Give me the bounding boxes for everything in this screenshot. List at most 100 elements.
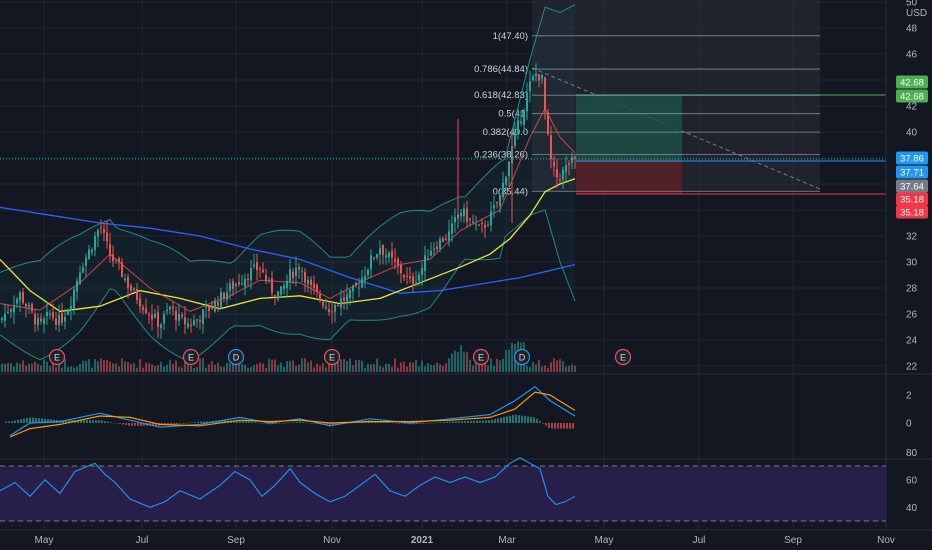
volume-bar	[235, 363, 237, 372]
candle-body	[436, 246, 438, 250]
volume-bar	[334, 362, 336, 372]
volume-bar	[67, 367, 69, 372]
volume-bar	[154, 365, 156, 372]
macd-histogram-bar	[503, 417, 505, 423]
bollinger-lower	[0, 209, 576, 363]
volume-bar	[358, 359, 360, 372]
macd-tick: 0	[906, 419, 912, 430]
event-marker[interactable]: D	[227, 348, 245, 366]
volume-bar	[394, 358, 396, 372]
candle-body	[280, 286, 282, 295]
macd-histogram-bar	[560, 423, 562, 429]
macd-histogram-bar	[392, 422, 394, 424]
candle-body	[85, 257, 87, 266]
event-marker[interactable]: E	[472, 348, 490, 366]
candle-body	[379, 248, 381, 255]
candle-body	[232, 281, 234, 289]
candle-body	[31, 303, 33, 312]
candle-body	[226, 292, 228, 300]
time-tick: Nov	[323, 535, 341, 546]
volume-bar	[223, 366, 225, 372]
macd-histogram-bar	[155, 423, 157, 426]
macd-pane[interactable]	[5, 385, 576, 438]
candle-body	[235, 283, 237, 287]
price-tick: 40	[906, 128, 918, 139]
macd-histogram-bar	[257, 422, 259, 424]
event-marker[interactable]: E	[48, 348, 66, 366]
candle-body	[91, 249, 93, 253]
event-marker[interactable]: E	[323, 348, 341, 366]
candle-body	[199, 320, 201, 322]
volume-bar	[52, 358, 54, 372]
volume-bar	[127, 362, 129, 372]
loss-zone	[576, 161, 682, 194]
candle-body	[34, 314, 36, 325]
candle-body	[256, 261, 258, 271]
candle-body	[424, 255, 426, 271]
rsi-tick: 80	[906, 448, 918, 459]
volume-bar	[133, 363, 135, 372]
event-marker-letter: D	[519, 353, 526, 363]
macd-histogram-bar	[167, 423, 169, 425]
event-marker-circle	[513, 348, 531, 366]
macd-histogram-bar	[14, 420, 16, 423]
event-marker[interactable]: E	[614, 348, 632, 366]
volume-bar	[508, 349, 510, 372]
macd-histogram-bar	[449, 421, 451, 423]
volume-bar	[385, 363, 387, 372]
volume-bar	[433, 365, 435, 372]
macd-histogram-bar	[305, 422, 307, 424]
candle-body	[121, 262, 123, 278]
macd-histogram-bar	[515, 414, 517, 423]
long-position-tool[interactable]	[0, 94, 886, 195]
macd-histogram-bar	[194, 422, 196, 423]
price-tick: 22	[906, 362, 918, 373]
volume-bar	[391, 367, 393, 372]
volume-bar	[454, 350, 456, 372]
volume-bar	[472, 365, 474, 372]
event-marker-letter: E	[620, 353, 626, 363]
candle-body	[568, 163, 570, 165]
volume-bar	[13, 366, 15, 372]
macd-histogram-bar	[110, 422, 112, 423]
event-marker[interactable]: E	[182, 348, 200, 366]
candle-body	[61, 312, 63, 323]
event-marker[interactable]: D	[513, 348, 531, 366]
candle-body	[112, 254, 114, 262]
price-label-entry: 37.86	[896, 151, 928, 165]
candle-body	[469, 218, 471, 220]
macd-histogram-bar	[269, 423, 271, 425]
macd-histogram-bar	[437, 422, 439, 424]
macd-histogram-bar	[77, 420, 79, 423]
macd-histogram-bar	[179, 423, 181, 424]
macd-histogram-bar	[236, 420, 238, 423]
volume-bar	[436, 362, 438, 372]
volume-bar	[415, 359, 417, 372]
volume-bar	[529, 367, 531, 372]
volume-bar	[409, 362, 411, 372]
candle-body	[106, 232, 108, 242]
macd-histogram-bar	[389, 422, 391, 423]
time-axis[interactable]: May Jul Sep Nov 2021 Mar May Jul Sep Nov	[35, 535, 895, 546]
volume-bar	[511, 342, 513, 372]
time-tick: May	[595, 535, 614, 546]
volume-bar	[163, 366, 165, 372]
volume-bar	[451, 353, 453, 372]
volume-bar	[1, 363, 3, 372]
macd-histogram-bar	[251, 421, 253, 423]
macd-histogram-bar	[254, 422, 256, 423]
volume-bar	[106, 359, 108, 372]
candle-body	[403, 275, 405, 278]
rsi-pane[interactable]	[0, 457, 886, 522]
volume-bar	[142, 367, 144, 372]
volume-bar	[22, 360, 24, 372]
macd-histogram-bar	[419, 423, 421, 424]
macd-histogram-bar	[566, 423, 568, 429]
candle-body	[253, 264, 255, 267]
volume-bar	[475, 358, 477, 372]
candle-body	[181, 314, 183, 317]
candle-body	[439, 238, 441, 249]
candle-body	[4, 313, 6, 321]
